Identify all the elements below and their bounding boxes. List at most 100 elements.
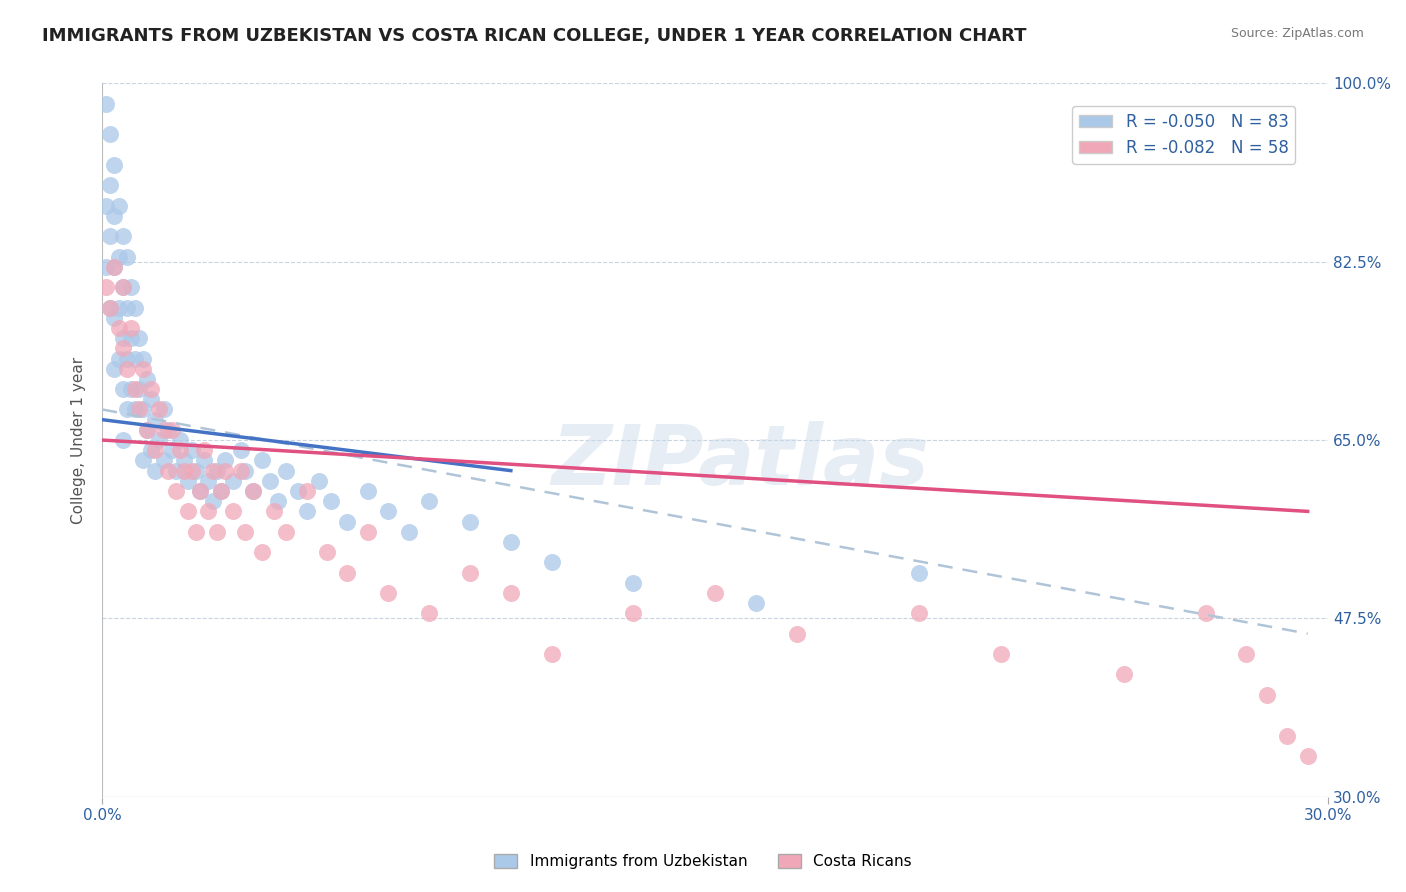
Point <box>115 402 138 417</box>
Point <box>499 586 522 600</box>
Point <box>177 474 200 488</box>
Point <box>908 566 931 580</box>
Point <box>169 433 191 447</box>
Point <box>209 483 232 498</box>
Point <box>143 443 166 458</box>
Point <box>205 464 228 478</box>
Point <box>115 301 138 315</box>
Point <box>319 494 342 508</box>
Legend: Immigrants from Uzbekistan, Costa Ricans: Immigrants from Uzbekistan, Costa Ricans <box>488 848 918 875</box>
Point <box>111 331 134 345</box>
Point <box>128 331 150 345</box>
Point <box>1234 647 1257 661</box>
Point <box>169 443 191 458</box>
Point <box>100 178 122 193</box>
Point <box>357 483 380 498</box>
Point <box>111 342 134 356</box>
Point <box>96 280 118 294</box>
Point <box>250 453 273 467</box>
Point <box>786 626 808 640</box>
Point <box>623 575 645 590</box>
Point <box>1194 607 1216 621</box>
Point <box>231 464 253 478</box>
Point <box>222 474 245 488</box>
Point <box>132 453 155 467</box>
Point <box>181 443 204 458</box>
Point <box>141 443 163 458</box>
Point <box>111 382 134 396</box>
Point <box>201 494 224 508</box>
Point <box>458 566 481 580</box>
Point <box>136 423 159 437</box>
Point <box>115 361 138 376</box>
Point <box>336 515 359 529</box>
Point <box>120 321 142 335</box>
Point <box>165 483 187 498</box>
Point <box>143 464 166 478</box>
Point <box>274 464 297 478</box>
Point <box>540 555 562 569</box>
Point <box>222 504 245 518</box>
Point <box>990 647 1012 661</box>
Point <box>316 545 339 559</box>
Point <box>274 524 297 539</box>
Point <box>418 494 440 508</box>
Point <box>287 483 309 498</box>
Point <box>188 483 211 498</box>
Point <box>205 524 228 539</box>
Point <box>143 412 166 426</box>
Point <box>100 301 122 315</box>
Point <box>103 158 125 172</box>
Point <box>124 382 146 396</box>
Point <box>156 464 179 478</box>
Point <box>308 474 330 488</box>
Point <box>115 351 138 366</box>
Point <box>152 423 174 437</box>
Point <box>336 566 359 580</box>
Point <box>152 453 174 467</box>
Point <box>377 586 399 600</box>
Point <box>357 524 380 539</box>
Point <box>111 229 134 244</box>
Point <box>173 464 195 478</box>
Point <box>136 423 159 437</box>
Point <box>96 260 118 274</box>
Point <box>186 524 208 539</box>
Point <box>263 504 285 518</box>
Point <box>120 331 142 345</box>
Point <box>181 464 204 478</box>
Point <box>398 524 420 539</box>
Point <box>103 209 125 223</box>
Point <box>103 260 125 274</box>
Point <box>186 464 208 478</box>
Point <box>124 351 146 366</box>
Point <box>141 382 163 396</box>
Point <box>103 361 125 376</box>
Legend: R = -0.050   N = 83, R = -0.082   N = 58: R = -0.050 N = 83, R = -0.082 N = 58 <box>1073 106 1295 164</box>
Point <box>377 504 399 518</box>
Point <box>100 128 122 142</box>
Point <box>156 423 179 437</box>
Point <box>128 382 150 396</box>
Point <box>111 280 134 294</box>
Point <box>96 96 118 111</box>
Point <box>148 433 170 447</box>
Point <box>100 301 122 315</box>
Point <box>745 596 768 610</box>
Point <box>259 474 281 488</box>
Point <box>152 402 174 417</box>
Point <box>214 464 236 478</box>
Point <box>111 433 134 447</box>
Point <box>124 402 146 417</box>
Point <box>233 524 256 539</box>
Point <box>124 301 146 315</box>
Point <box>165 464 187 478</box>
Point <box>418 607 440 621</box>
Point <box>100 229 122 244</box>
Point <box>242 483 264 498</box>
Point <box>214 453 236 467</box>
Point <box>1296 748 1319 763</box>
Point <box>107 301 129 315</box>
Point <box>103 260 125 274</box>
Point <box>1256 688 1278 702</box>
